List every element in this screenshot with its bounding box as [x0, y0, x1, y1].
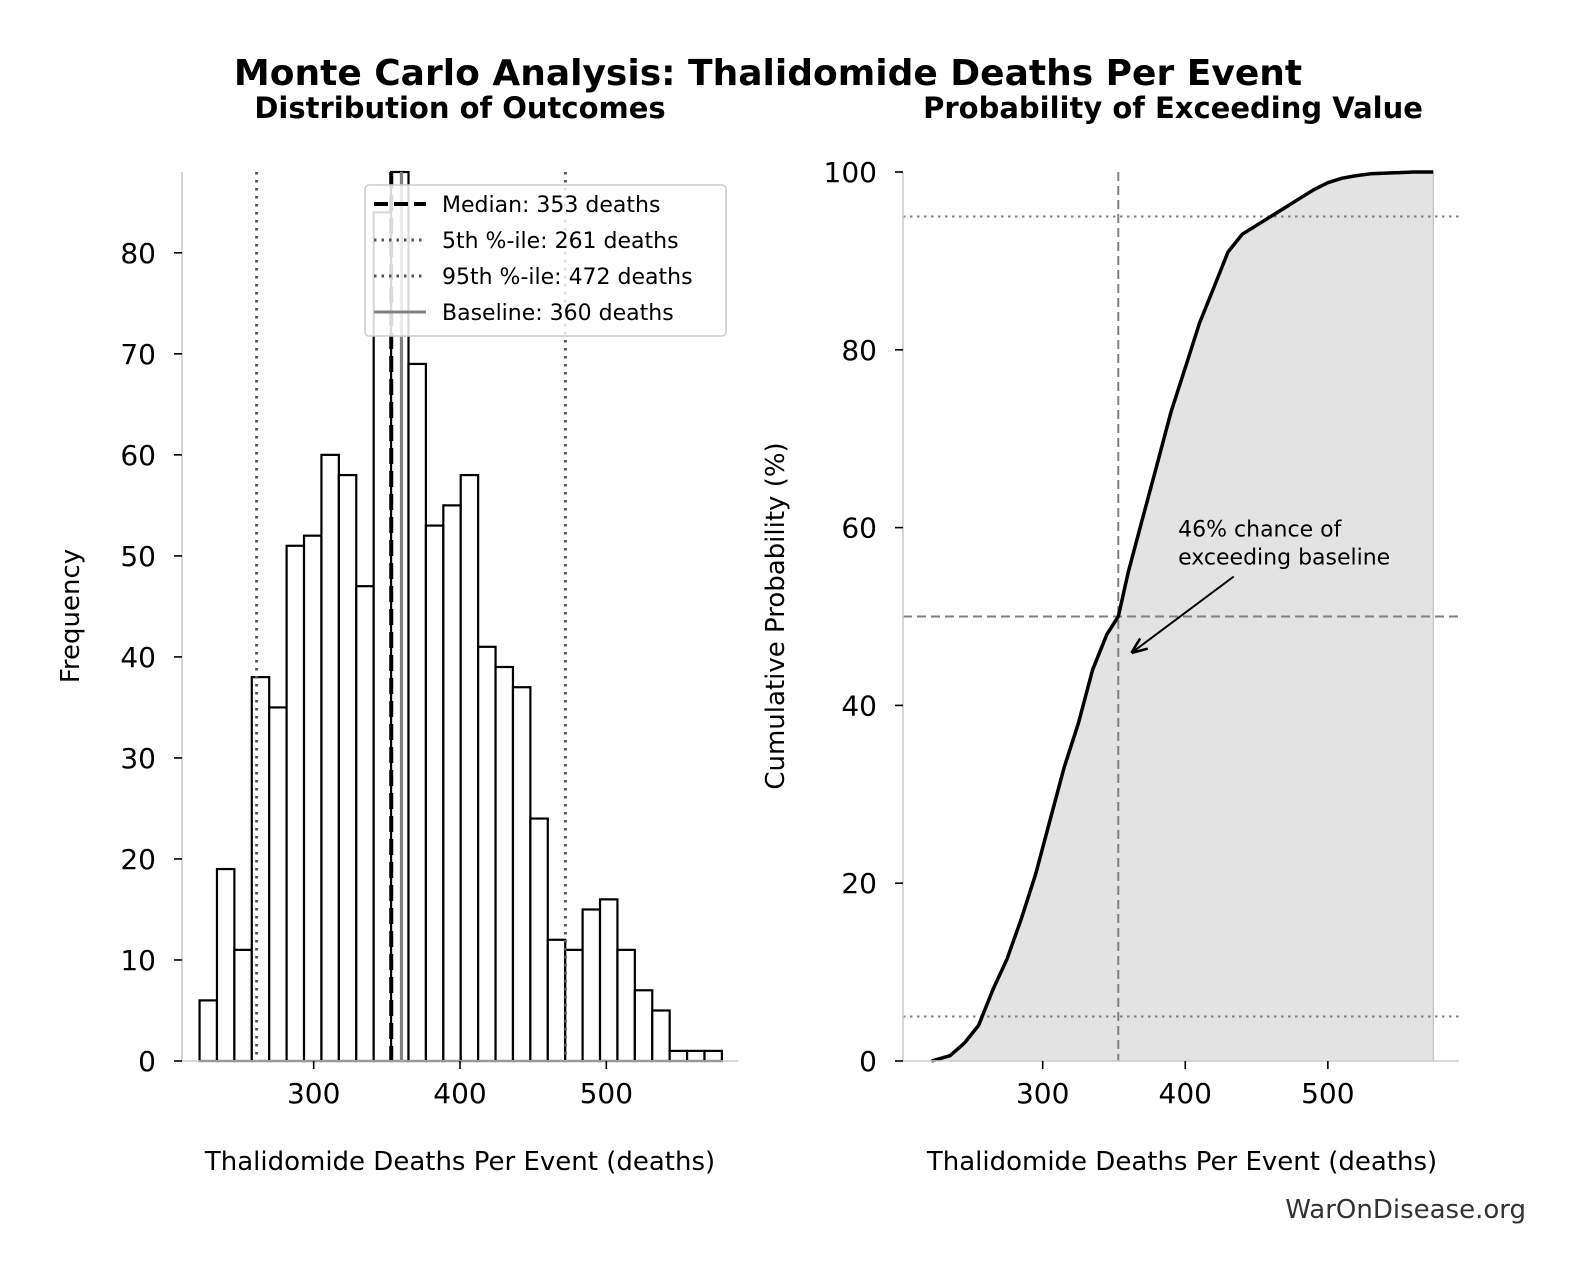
- histogram-bar: [337, 473, 358, 1063]
- histogram-y-tick-label: 20: [120, 843, 156, 876]
- cdf-x-ticks: 300 400 500: [1016, 1061, 1355, 1110]
- histogram-bar: [372, 211, 393, 1063]
- cdf-curve: [931, 170, 1434, 1063]
- cdf-x-tick-label: 500: [1301, 1077, 1354, 1110]
- histogram-bar: [442, 504, 462, 1063]
- histogram-bar: [651, 1009, 671, 1063]
- histogram-bar: [511, 686, 532, 1063]
- histogram-legend: Median: 353 deaths 5th %-ile: 261 deaths…: [364, 184, 727, 337]
- histogram-bar: [424, 524, 445, 1063]
- histogram-y-tick-label: 70: [120, 338, 156, 371]
- legend-median-label: Median: 353 deaths: [442, 193, 660, 218]
- histogram-bar: [250, 676, 271, 1063]
- cdf-x-tick-label: 400: [1159, 1077, 1212, 1110]
- histogram-bar: [564, 948, 584, 1063]
- cdf-reference-lines: [903, 215, 1459, 1018]
- legend-baseline-label: Baseline: 360 deaths: [442, 301, 674, 326]
- histogram-title: Distribution of Outcomes: [254, 91, 665, 125]
- cdf-y-ticks: 0 20 40 60 80 100: [824, 156, 903, 1078]
- cdf-panel: Probability of Exceeding Value 0 20 40 60 80…: [761, 91, 1459, 1177]
- legend-p95-label: 95th %-ile: 472 deaths: [442, 265, 693, 290]
- histogram-bar: [546, 938, 567, 1063]
- watermark: WarOnDisease.org: [1285, 1195, 1526, 1225]
- histogram-bar: [198, 999, 219, 1063]
- annotation-line-1: 46% chance of: [1178, 517, 1342, 542]
- histogram-bar: [268, 706, 288, 1063]
- histogram-x-tick-label: 300: [287, 1077, 340, 1110]
- histogram-bar: [494, 665, 515, 1063]
- histogram-bar: [355, 585, 375, 1063]
- histogram-x-tick-label: 500: [580, 1077, 633, 1110]
- histogram-bar: [477, 645, 497, 1063]
- histogram-y-tick-label: 30: [120, 742, 156, 775]
- legend-p5-label: 5th %-ile: 261 deaths: [442, 229, 679, 254]
- cdf-area-fill: [931, 172, 1434, 1061]
- histogram-bar: [285, 544, 306, 1063]
- histogram-y-tick-label: 50: [120, 540, 156, 573]
- cdf-y-tick-label: 60: [841, 512, 877, 545]
- histogram-y-tick-label: 60: [120, 439, 156, 472]
- cdf-xlabel: Thalidomide Deaths Per Event (deaths): [926, 1147, 1437, 1177]
- legend-frame: [364, 184, 727, 337]
- histogram-bar: [407, 362, 428, 1063]
- annotation-arrow: [1133, 575, 1235, 652]
- histogram-xlabel: Thalidomide Deaths Per Event (deaths): [204, 1147, 715, 1177]
- histogram-y-tick-label: 80: [120, 237, 156, 270]
- histogram-x-ticks: 300 400 500: [287, 1061, 633, 1110]
- histogram-bar: [598, 898, 619, 1063]
- histogram-bar: [320, 453, 340, 1063]
- histogram-bar: [215, 867, 236, 1063]
- histogram-y-ticks: 0 10 20 30 40 50 60 70 80: [120, 237, 182, 1078]
- cdf-x-tick-label: 300: [1016, 1077, 1069, 1110]
- cdf-y-tick-label: 40: [841, 689, 877, 722]
- cdf-y-tick-label: 100: [824, 156, 877, 189]
- figure-suptitle: Monte Carlo Analysis: Thalidomide Deaths…: [234, 53, 1302, 94]
- histogram-y-tick-label: 40: [120, 641, 156, 674]
- histogram-bar: [633, 989, 654, 1063]
- histogram-bar: [703, 1049, 724, 1063]
- histogram-ylabel: Frequency: [56, 549, 86, 683]
- cdf-ylabel: Cumulative Probability (%): [761, 442, 791, 789]
- cdf-y-tick-label: 80: [841, 334, 877, 367]
- histogram-bar: [581, 908, 602, 1063]
- cdf-y-tick-label: 20: [841, 867, 877, 900]
- histogram-bar: [529, 817, 549, 1063]
- histogram-bar: [233, 948, 253, 1063]
- histogram-bar: [616, 948, 636, 1063]
- annotation-line-2: exceeding baseline: [1178, 545, 1390, 570]
- histogram-bar: [302, 534, 323, 1063]
- cdf-y-tick-label: 0: [859, 1045, 877, 1078]
- histogram-bar: [668, 1049, 689, 1063]
- histogram-bar: [685, 1049, 706, 1063]
- histogram-y-tick-label: 10: [120, 944, 156, 977]
- histogram-x-tick-label: 400: [433, 1077, 486, 1110]
- histogram-y-tick-label: 0: [138, 1045, 156, 1078]
- cdf-title: Probability of Exceeding Value: [923, 91, 1423, 125]
- cdf-annotation: 46% chance of exceeding baseline: [1133, 517, 1390, 652]
- histogram-panel: Distribution of Outcomes 0 10 20 30 40 50 60 70…: [56, 91, 738, 1177]
- histogram-bar: [459, 473, 480, 1063]
